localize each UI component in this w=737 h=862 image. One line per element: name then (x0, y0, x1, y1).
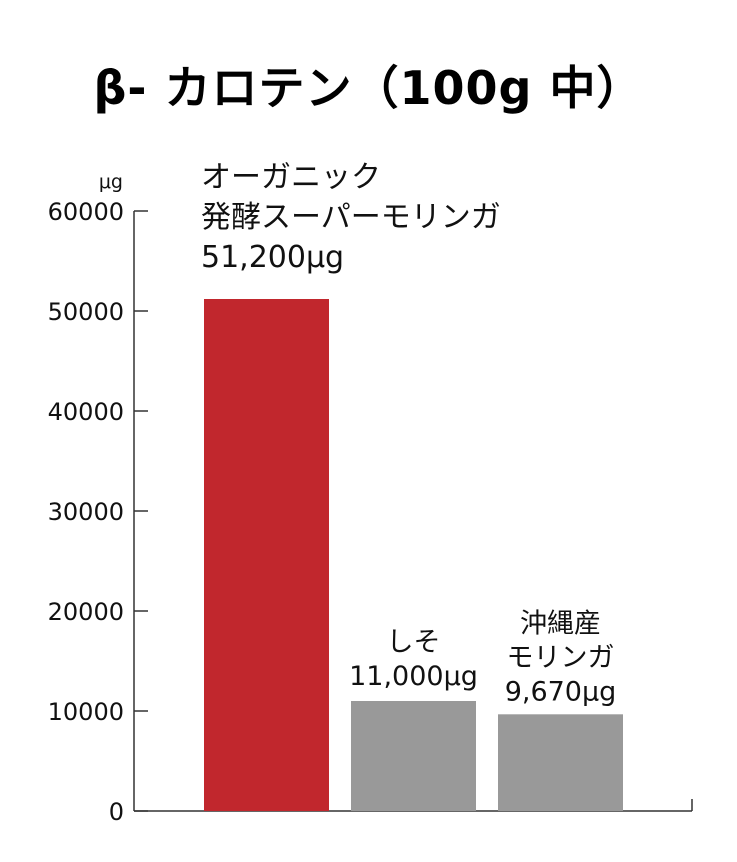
data-label: 9,670μg (505, 676, 617, 707)
y-tick-label: 60000 (48, 198, 124, 226)
data-label: しそ (387, 627, 441, 658)
data-label: 11,000μg (349, 661, 478, 692)
chart-title: β- カロテン（100g 中） (93, 61, 644, 115)
y-tick-label: 0 (109, 798, 124, 826)
data-label: 沖縄産 (520, 608, 601, 639)
bar (351, 701, 476, 811)
bar (204, 299, 329, 811)
bar (498, 714, 623, 811)
data-label: オーガニック (201, 160, 381, 195)
data-label: モリンガ (507, 642, 615, 673)
y-tick-label: 20000 (48, 598, 124, 626)
data-label: 発酵スーパーモリンガ (201, 200, 501, 235)
y-tick-label: 50000 (48, 298, 124, 326)
data-label: 51,200μg (201, 240, 344, 275)
y-tick-label: 30000 (48, 498, 124, 526)
y-tick-label: 40000 (48, 398, 124, 426)
y-tick-label: 10000 (48, 698, 124, 726)
y-axis-unit: μg (99, 171, 123, 193)
